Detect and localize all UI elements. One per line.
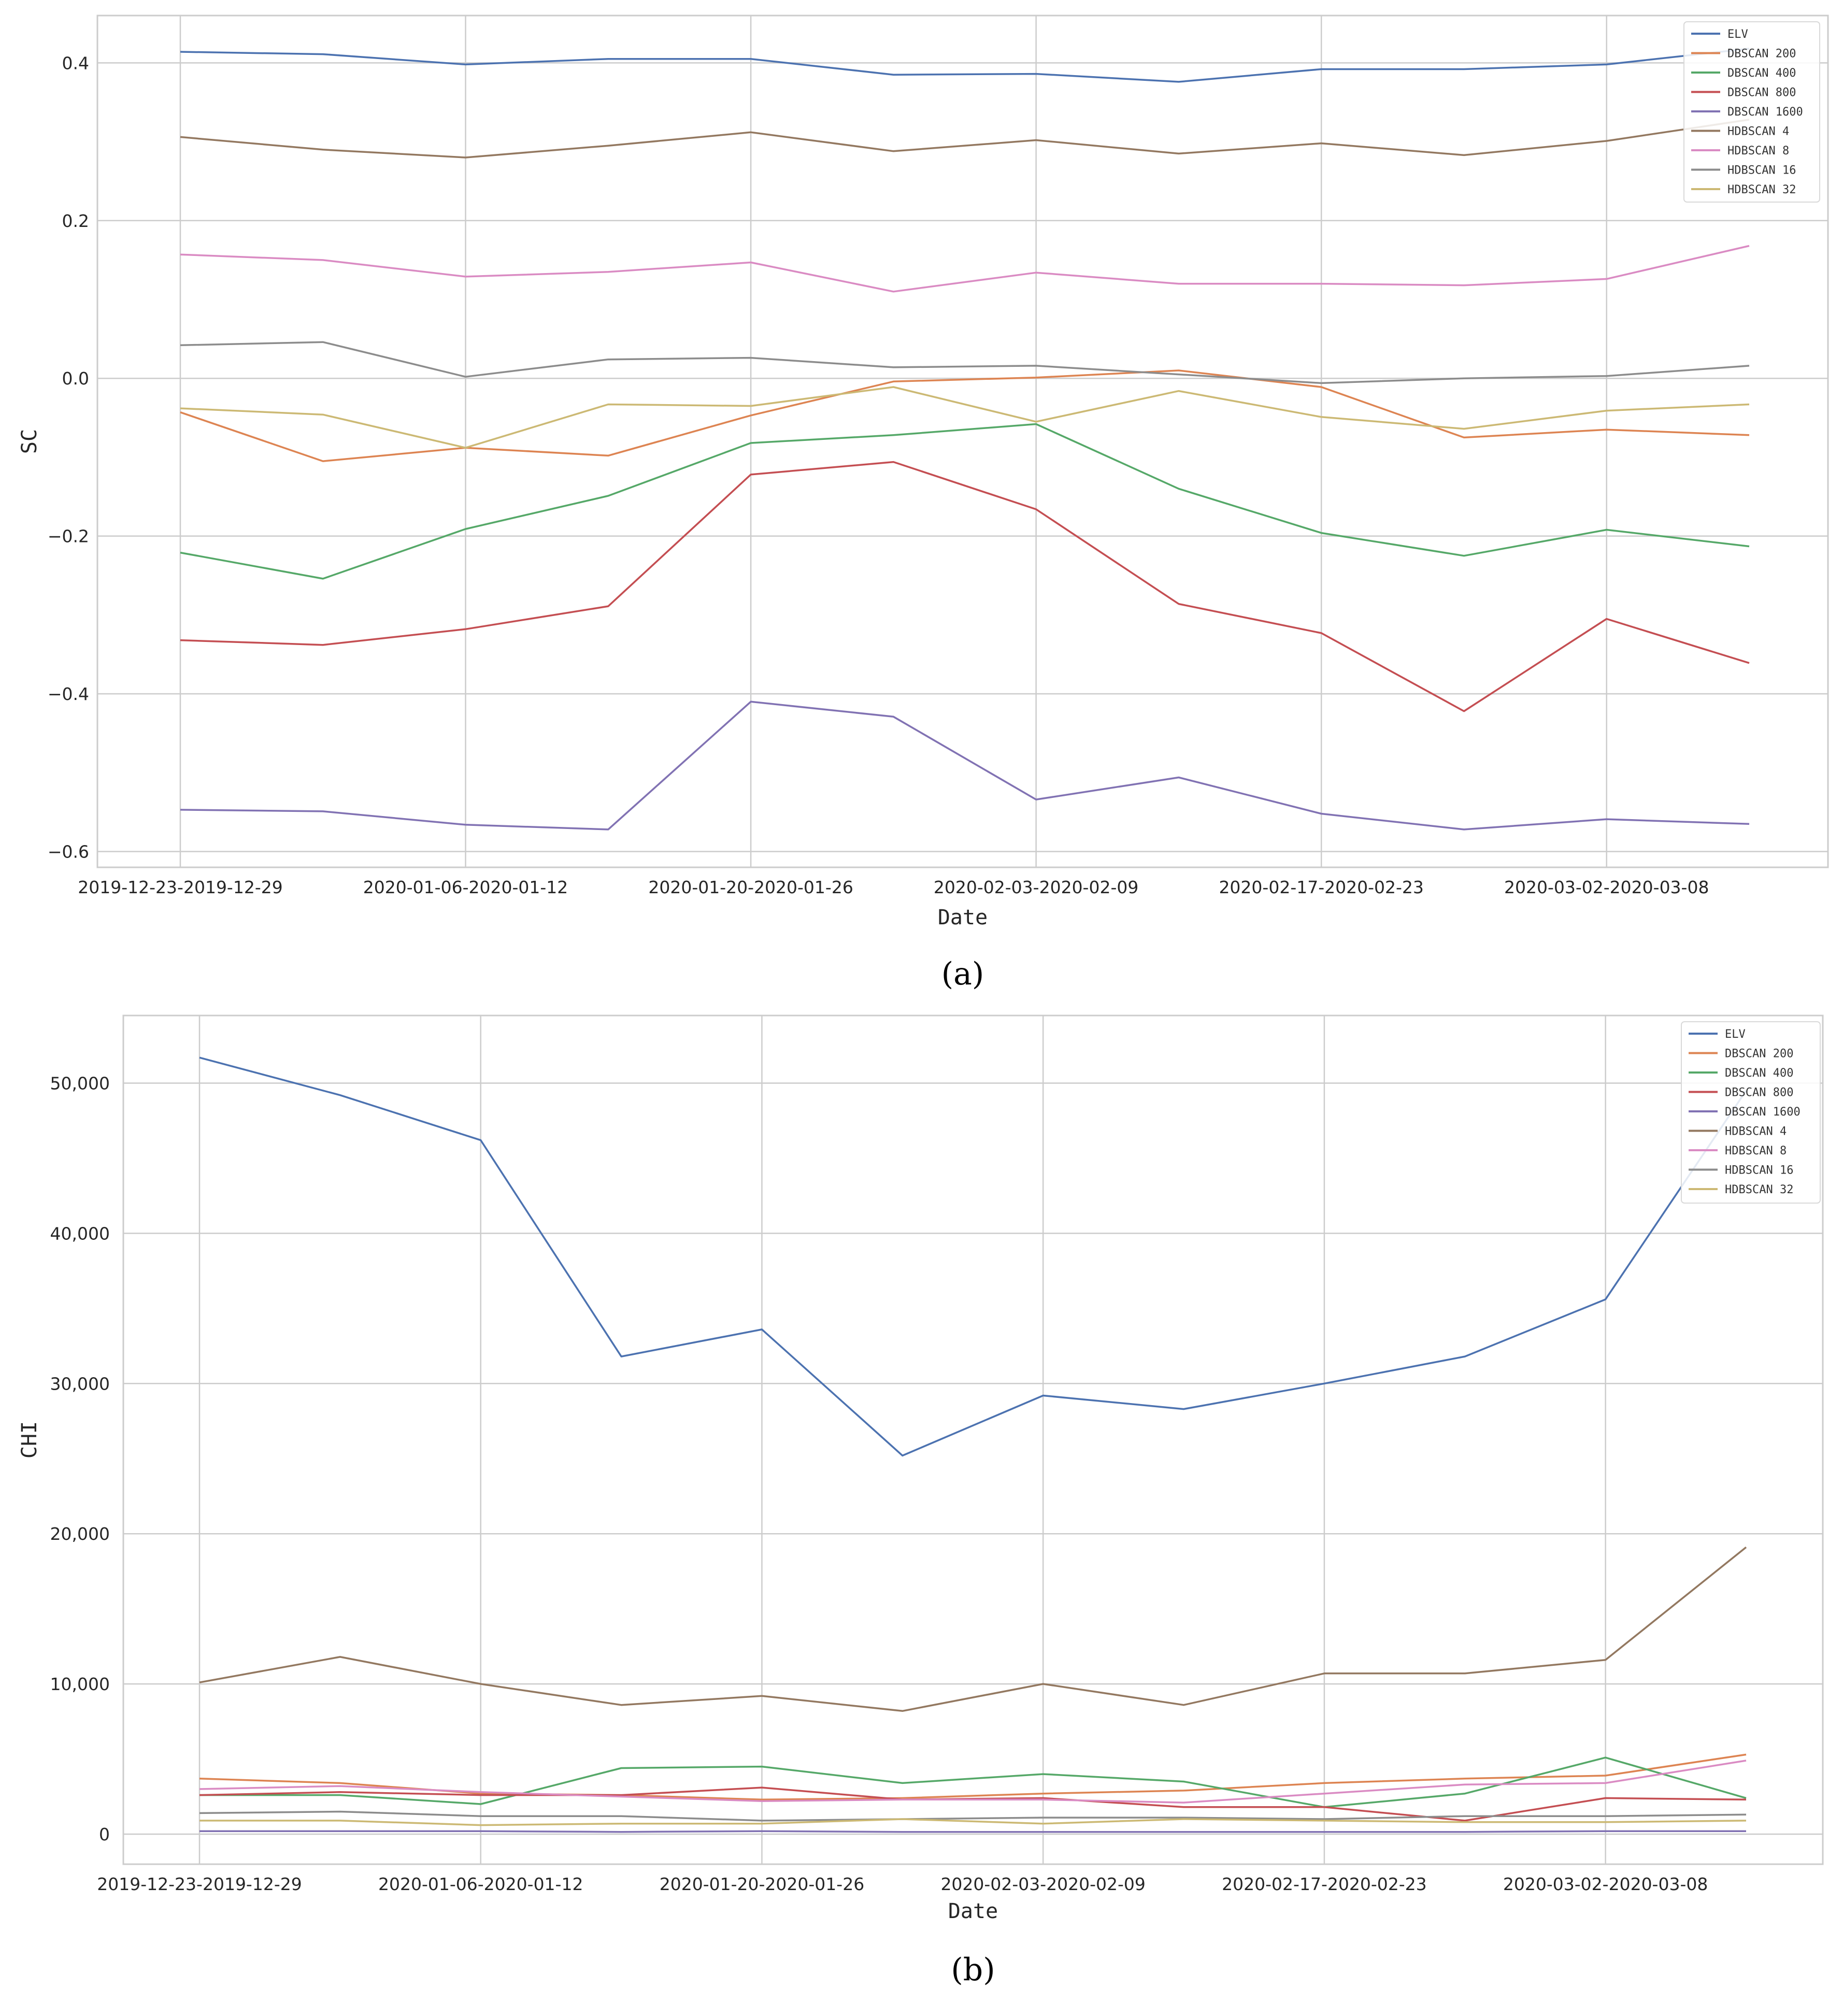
legend-label: DBSCAN 200 xyxy=(1725,1048,1793,1061)
chart-panel-b: 50,000 40,000 30,000 20,000 10,000 0 2019-12-2… xyxy=(18,1014,1824,1988)
y-tick-label: −0.4 xyxy=(48,684,89,704)
x-axis-label: Date xyxy=(938,906,988,930)
legend-label: DBSCAN 1600 xyxy=(1727,106,1803,119)
legend-item: HDBSCAN 32 xyxy=(1691,183,1796,196)
x-axis-label: Date xyxy=(948,1899,998,1923)
legend-label: HDBSCAN 4 xyxy=(1725,1125,1787,1138)
series-line-hdbscan-16 xyxy=(199,1810,1747,1822)
legend-box xyxy=(1683,21,1820,203)
series-line-elv xyxy=(180,48,1750,83)
plot-area xyxy=(122,1014,1824,1865)
legend-item: HDBSCAN 4 xyxy=(1689,1125,1787,1138)
y-tick-label: 0.4 xyxy=(62,53,89,73)
y-axis-label: CHI xyxy=(18,1421,41,1459)
x-tick-label: 2020-02-03-2020-02-09 xyxy=(934,877,1138,897)
series-line-hdbscan-32 xyxy=(199,1818,1747,1826)
y-tick-label: 0 xyxy=(99,1824,110,1845)
legend-item: DBSCAN 800 xyxy=(1689,1086,1793,1099)
x-tick-label: 2020-01-06-2020-01-12 xyxy=(378,1874,583,1894)
y-tick-label: −0.6 xyxy=(48,842,89,862)
legend-item: DBSCAN 200 xyxy=(1691,48,1796,61)
legend-label: HDBSCAN 8 xyxy=(1727,145,1789,158)
legend-item: DBSCAN 200 xyxy=(1689,1048,1793,1061)
series-line-hdbscan-16 xyxy=(180,341,1750,384)
x-tick-label: 2020-02-17-2020-02-23 xyxy=(1222,1874,1426,1894)
legend-item: HDBSCAN 32 xyxy=(1689,1183,1793,1196)
legend-label: DBSCAN 400 xyxy=(1727,67,1796,80)
legend-item: DBSCAN 400 xyxy=(1689,1067,1793,1080)
chart-panel-a: 0.4 0.2 0.0 −0.2 −0.4 −0.6 2019-12-23-2019-12-… xyxy=(18,15,1829,992)
y-tick-label: 0.0 xyxy=(62,368,89,389)
x-tick-label: 2019-12-23-2019-12-29 xyxy=(78,877,282,897)
series-line-hdbscan-32 xyxy=(180,386,1750,449)
y-tick-label: −0.2 xyxy=(48,526,89,547)
legend-label: HDBSCAN 16 xyxy=(1727,164,1796,177)
legend-box xyxy=(1681,1021,1821,1204)
legend-label: DBSCAN 800 xyxy=(1727,87,1796,99)
y-tick-label: 0.2 xyxy=(62,211,89,231)
legend-item: HDBSCAN 8 xyxy=(1689,1145,1787,1157)
plot-area xyxy=(96,15,1829,868)
x-tick-label: 2019-12-23-2019-12-29 xyxy=(97,1874,302,1894)
series-line-elv xyxy=(199,1056,1747,1457)
legend-item: HDBSCAN 8 xyxy=(1691,145,1789,158)
legend-label: HDBSCAN 8 xyxy=(1725,1145,1787,1157)
legend-label: ELV xyxy=(1725,1028,1746,1041)
series-line-dbscan-200 xyxy=(180,369,1750,462)
series-line-hdbscan-8 xyxy=(199,1760,1747,1804)
y-axis-label: SC xyxy=(18,429,41,454)
legend-label: DBSCAN 800 xyxy=(1725,1086,1793,1099)
legend-label: HDBSCAN 32 xyxy=(1727,183,1796,196)
panel-label: (b) xyxy=(951,1952,995,1988)
y-tick-label: 40,000 xyxy=(50,1223,110,1243)
x-tick-label: 2020-03-02-2020-03-08 xyxy=(1503,1874,1708,1894)
series-line-dbscan-400 xyxy=(180,423,1750,580)
x-tick-label: 2020-02-03-2020-02-09 xyxy=(940,1874,1145,1894)
y-tick-label: 50,000 xyxy=(50,1073,110,1093)
legend-label: ELV xyxy=(1727,28,1748,41)
series-line-hdbscan-8 xyxy=(180,245,1750,293)
legend-item: ELV xyxy=(1689,1028,1746,1041)
legend-item: DBSCAN 800 xyxy=(1691,87,1796,99)
y-tick-label: 10,000 xyxy=(50,1674,110,1694)
series-line-hdbscan-4 xyxy=(180,119,1750,159)
legend-item: DBSCAN 1600 xyxy=(1691,106,1803,119)
series-line-hdbscan-4 xyxy=(199,1546,1747,1712)
legend-label: HDBSCAN 4 xyxy=(1727,125,1789,138)
x-tick-label: 2020-02-17-2020-02-23 xyxy=(1219,877,1423,897)
legend: ELV DBSCAN 200 DBSCAN 400 DBSCAN 800 DBSCAN … xyxy=(1683,21,1820,203)
series-line-dbscan-400 xyxy=(199,1756,1747,1808)
legend-label: DBSCAN 200 xyxy=(1727,48,1796,61)
x-tick-label: 2020-03-02-2020-03-08 xyxy=(1504,877,1709,897)
legend-item: DBSCAN 400 xyxy=(1691,67,1796,80)
x-tick-label: 2020-01-20-2020-01-26 xyxy=(648,877,853,897)
legend-item: DBSCAN 1600 xyxy=(1689,1106,1801,1119)
legend-item: HDBSCAN 4 xyxy=(1691,125,1789,138)
legend-label: HDBSCAN 32 xyxy=(1725,1183,1793,1196)
y-tick-label: 20,000 xyxy=(50,1524,110,1544)
series-line-dbscan-800 xyxy=(180,461,1750,712)
panel-label: (a) xyxy=(941,956,984,992)
legend-item: ELV xyxy=(1691,28,1748,41)
x-tick-label: 2020-01-20-2020-01-26 xyxy=(660,1874,864,1894)
series-line-dbscan-1600 xyxy=(180,700,1750,831)
x-tick-label: 2020-01-06-2020-01-12 xyxy=(363,877,568,897)
legend-label: HDBSCAN 16 xyxy=(1725,1164,1793,1177)
y-tick-label: 30,000 xyxy=(50,1374,110,1394)
legend: ELV DBSCAN 200 DBSCAN 400 DBSCAN 800 DBSCAN … xyxy=(1681,1021,1821,1204)
legend-item: HDBSCAN 16 xyxy=(1691,164,1796,177)
series-line-dbscan-1600 xyxy=(199,1830,1746,1833)
legend-item: HDBSCAN 16 xyxy=(1689,1164,1793,1177)
legend-label: DBSCAN 400 xyxy=(1725,1067,1793,1080)
legend-label: DBSCAN 1600 xyxy=(1725,1106,1801,1119)
